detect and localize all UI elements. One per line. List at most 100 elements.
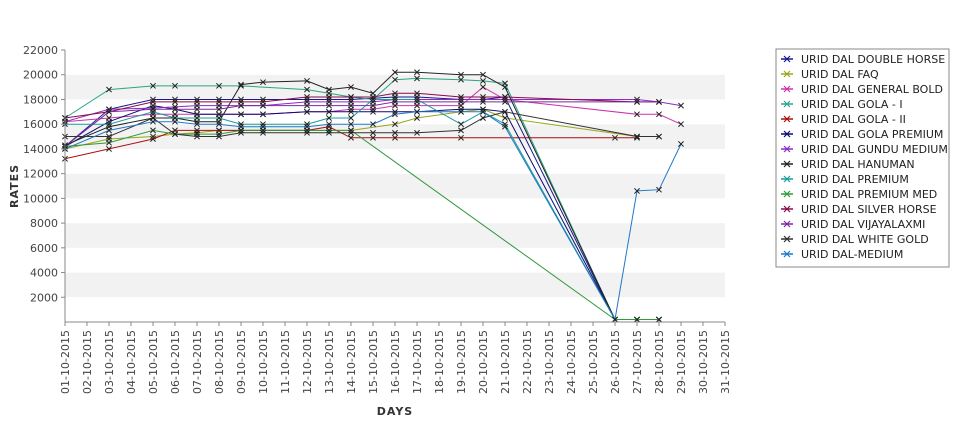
data-point: [634, 96, 640, 103]
data-point: [172, 98, 178, 105]
legend-label: URID DAL GOLA - II: [801, 113, 906, 126]
data-point: [480, 115, 486, 121]
x-tick-label: 17-10-2015: [411, 330, 424, 394]
data-point: [216, 96, 222, 103]
data-point: [238, 102, 244, 109]
data-point: [392, 108, 398, 115]
data-point: [634, 111, 640, 118]
series-13: [62, 108, 684, 323]
data-point: [150, 82, 156, 89]
series-11: [62, 98, 662, 150]
y-tick-label: 8000: [30, 217, 58, 230]
x-tick-label: 29-10-2015: [675, 330, 688, 394]
data-point: [106, 127, 112, 134]
y-tick-label: 12000: [23, 168, 58, 181]
data-point: [172, 82, 178, 89]
data-point: [304, 77, 310, 84]
data-point: [326, 127, 332, 134]
data-point: [370, 102, 376, 109]
data-point: [326, 108, 332, 115]
data-point: [216, 98, 222, 105]
legend-label: URID DAL-MEDIUM: [801, 248, 903, 261]
y-tick-label: 6000: [30, 242, 58, 255]
legend-item: URID DAL PREMIUM: [781, 173, 909, 186]
x-tick-label: 13-10-2015: [323, 330, 336, 394]
data-point: [392, 96, 398, 103]
data-point: [392, 76, 398, 83]
data-point: [502, 115, 508, 121]
data-point: [502, 98, 508, 105]
grid-band: [65, 297, 725, 322]
data-point: [106, 145, 112, 152]
data-point: [392, 121, 398, 128]
legend-marker: [783, 145, 791, 153]
data-point: [304, 102, 310, 109]
data-point: [238, 129, 244, 136]
grid-band: [65, 50, 725, 75]
x-tick-label: 12-10-2015: [301, 330, 314, 394]
data-point: [458, 127, 464, 134]
legend-marker: [783, 220, 791, 228]
data-point: [348, 129, 354, 136]
data-point: [392, 134, 398, 141]
y-axis-title: RATES: [8, 164, 21, 208]
legend-marker: [783, 250, 791, 258]
x-tick-label: 09-10-2015: [235, 330, 248, 394]
legend-item: URID DAL GOLA - I: [781, 98, 903, 111]
data-point: [502, 84, 508, 91]
data-point: [348, 84, 354, 91]
legend-marker: [783, 205, 791, 213]
data-point: [502, 108, 508, 115]
data-point: [326, 102, 332, 109]
y-tick-labels: 2000 4000 6000 8000 10000 12000 14000 16000 1800…: [23, 44, 65, 304]
data-point: [304, 121, 310, 128]
data-point: [238, 121, 244, 128]
x-tick-label: 08-10-2015: [213, 330, 226, 394]
grid-bands: [65, 50, 725, 322]
legend-marker: [783, 235, 791, 243]
data-point: [348, 121, 354, 128]
data-point: [304, 108, 310, 115]
data-point: [172, 103, 178, 110]
x-tick-label: 03-10-2015: [103, 330, 116, 394]
data-point: [370, 108, 376, 115]
legend-label: URID DAL SILVER HORSE: [801, 203, 937, 216]
data-point: [216, 82, 222, 89]
data-point: [480, 106, 486, 113]
y-tick-label: 20000: [23, 69, 58, 82]
data-point: [106, 121, 112, 128]
data-point: [656, 186, 662, 193]
data-point: [612, 316, 618, 323]
legend-marker: [783, 70, 791, 78]
x-tick-label: 05-10-2015: [147, 330, 160, 394]
legend-marker: [783, 175, 791, 183]
data-point: [678, 102, 684, 109]
data-point: [480, 98, 486, 105]
x-tick-label: 22-10-2015: [521, 330, 534, 394]
grid-band: [65, 198, 725, 224]
data-point: [194, 96, 200, 103]
data-point: [414, 98, 420, 105]
legend-item: URID DAL GUNDU MEDIUM: [781, 143, 948, 156]
grid-band: [65, 148, 725, 174]
data-point: [238, 96, 244, 103]
series-layer: [62, 69, 684, 323]
x-tick-label: 11-10-2015: [279, 330, 292, 394]
data-point: [370, 129, 376, 136]
legend-item: URID DAL WHITE GOLD: [781, 233, 929, 246]
legend-item: URID DAL GOLA - II: [781, 113, 906, 126]
data-point: [414, 69, 420, 76]
data-point: [216, 133, 222, 140]
data-point: [414, 90, 420, 97]
data-point: [326, 96, 332, 103]
data-point: [150, 96, 156, 103]
data-point: [304, 129, 310, 136]
data-point: [348, 108, 354, 115]
legend-label: URID DAL FAQ: [801, 68, 879, 81]
data-point: [216, 106, 222, 113]
data-point: [678, 141, 684, 147]
data-point: [634, 133, 640, 140]
grid-band: [65, 74, 725, 100]
x-tick-label: 15-10-2015: [367, 330, 380, 394]
